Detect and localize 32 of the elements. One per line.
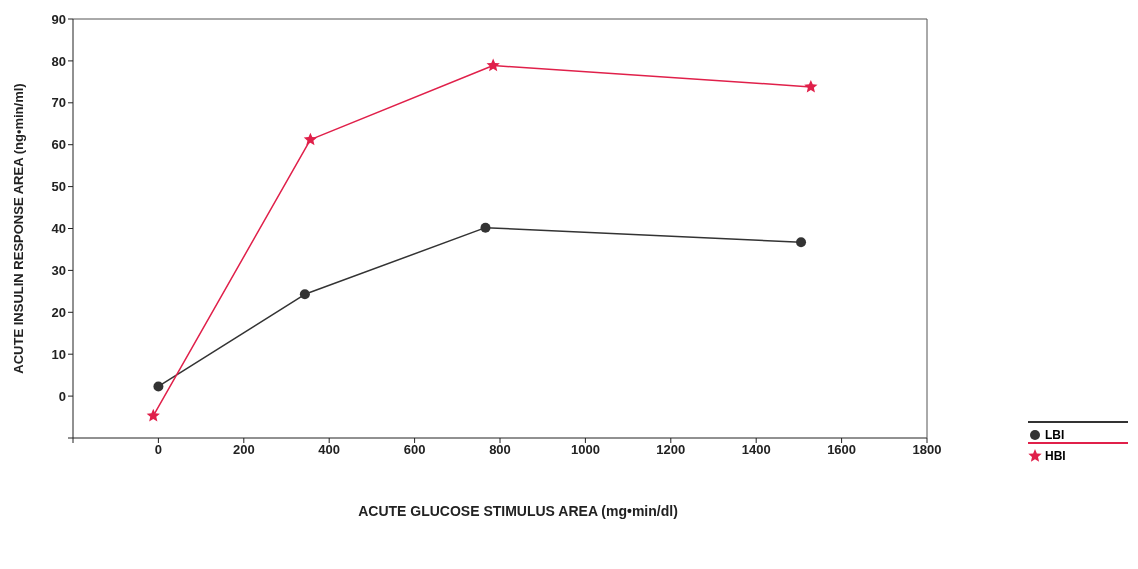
y-tick-label: 10 [51,346,66,362]
y-tick-label: 20 [51,304,66,320]
y-tick-label: 0 [58,388,66,404]
y-tick-label: 30 [51,263,66,279]
x-tick-label: 400 [318,442,341,458]
x-tick-label: 1800 [912,442,942,458]
x-tick-label: 1200 [656,442,686,458]
x-tick-label: 1600 [827,442,857,458]
x-axis-title: ACUTE GLUCOSE STIMULUS AREA (mg•min/dl) [357,503,679,519]
x-tick-label: 800 [489,442,511,458]
point [299,289,310,300]
point [146,408,160,422]
legend-label: HBI [1045,449,1066,463]
point [486,58,500,72]
x-tick-label: 1000 [570,442,600,458]
y-tick-label: 70 [51,95,66,111]
y-tick-label: 90 [51,11,66,27]
x-tick-label: 1400 [741,442,771,458]
x-tick-label: 200 [232,442,255,458]
y-axis-title: ACUTE INSULIN RESPONSE AREA (ng•min/ml) [10,83,26,374]
legend-label: LBI [1045,428,1065,443]
x-tick-label: 0 [154,442,163,458]
y-tick-label: 40 [51,221,66,237]
y-tick-label: 50 [51,179,66,195]
x-tick-label: 600 [403,442,426,458]
point [153,381,164,392]
y-tick-label: 60 [51,137,66,153]
point [480,222,491,233]
point [804,79,818,93]
point [303,132,318,146]
y-tick-label: 80 [51,53,66,69]
point [796,237,807,248]
